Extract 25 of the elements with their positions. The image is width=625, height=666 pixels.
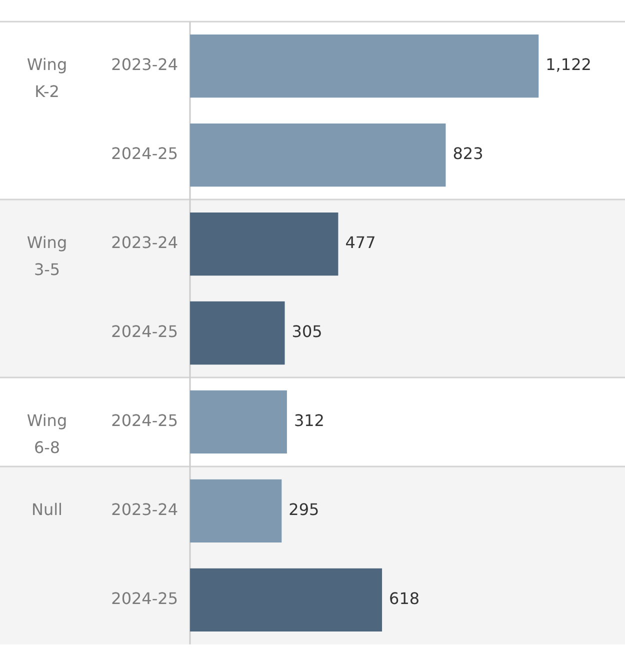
y-tick-label: 2023-24 <box>111 500 178 520</box>
y-tick-label: 2024-25 <box>111 589 178 608</box>
y-tick-label: 2024-25 <box>111 411 178 430</box>
y-tick-label: 2023-24 <box>111 233 178 252</box>
y-tick-label: 2024-25 <box>111 144 178 164</box>
text: Wing K-2 <box>26 55 68 102</box>
bar <box>190 34 539 98</box>
bar <box>190 390 287 454</box>
data-label: 618 <box>389 589 420 608</box>
text: Wing 3-5 <box>26 233 68 280</box>
data-label: 477 <box>345 233 376 252</box>
data-label: 312 <box>294 411 324 430</box>
bar <box>190 479 282 543</box>
bar <box>190 301 285 365</box>
text: Wing 6-8 <box>26 411 68 458</box>
data-label: 305 <box>292 322 322 342</box>
data-label: 823 <box>452 144 484 164</box>
y-tick-label: 2024-25 <box>111 322 178 342</box>
bar <box>190 212 338 276</box>
data-label: 1,122 <box>546 55 592 74</box>
data-label: 295 <box>288 500 320 520</box>
text: Null <box>32 500 62 520</box>
bar <box>190 568 382 632</box>
bar <box>190 123 446 187</box>
y-tick-label: 2023-24 <box>111 55 178 74</box>
